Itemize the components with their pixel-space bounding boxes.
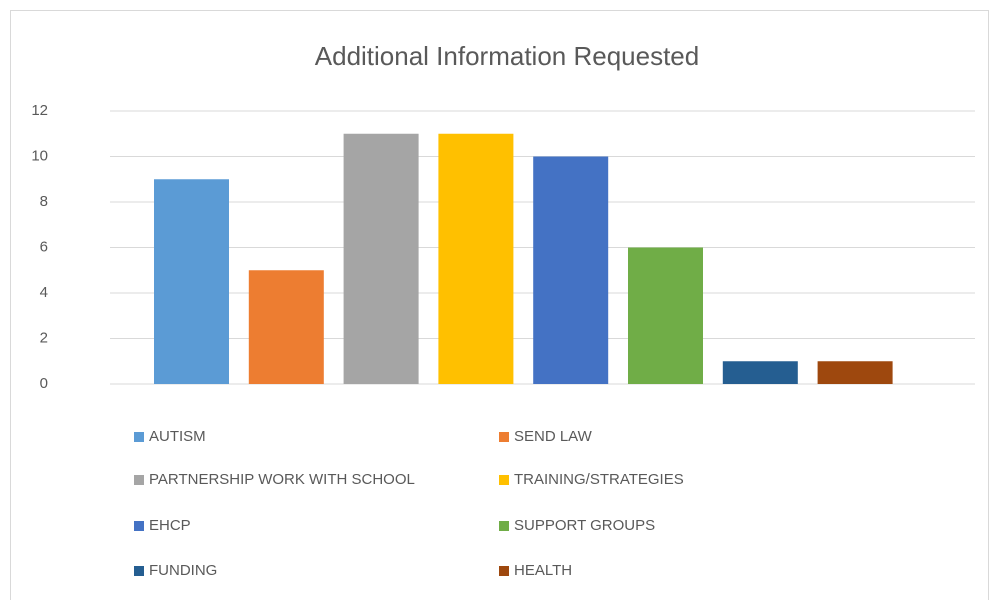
- legend-label: TRAINING/STRATEGIES: [514, 471, 684, 488]
- legend-swatch: [134, 475, 144, 485]
- bar: [248, 270, 324, 384]
- legend-label: PARTNERSHIP WORK WITH SCHOOL: [149, 471, 415, 488]
- y-tick-label: 6: [40, 238, 48, 255]
- bar: [533, 156, 609, 384]
- legend-label: HEALTH: [514, 562, 572, 579]
- legend-label: EHCP: [149, 517, 191, 534]
- bar: [722, 361, 798, 384]
- legend-label: SUPPORT GROUPS: [514, 517, 655, 534]
- legend-swatch: [134, 521, 144, 531]
- y-tick-label: 4: [40, 284, 48, 301]
- y-tick-label: 2: [40, 329, 48, 346]
- y-tick-label: 8: [40, 193, 48, 210]
- legend-label: SEND LAW: [514, 428, 593, 445]
- y-tick-label: 10: [31, 147, 48, 164]
- bar: [438, 133, 514, 384]
- legend-swatch: [134, 432, 144, 442]
- y-tick-label: 0: [40, 375, 48, 392]
- legend-label: AUTISM: [149, 428, 206, 445]
- legend-swatch: [499, 521, 509, 531]
- legend-label: FUNDING: [149, 562, 217, 579]
- bar: [817, 361, 893, 384]
- bar: [154, 179, 229, 384]
- legend-swatch: [499, 566, 509, 576]
- legend-swatch: [499, 432, 509, 442]
- bar: [343, 133, 419, 384]
- y-tick-label: 12: [31, 102, 48, 119]
- chart-title: Additional Information Requested: [315, 41, 699, 71]
- legend-swatch: [499, 475, 509, 485]
- legend-swatch: [134, 566, 144, 576]
- bar: [628, 247, 703, 384]
